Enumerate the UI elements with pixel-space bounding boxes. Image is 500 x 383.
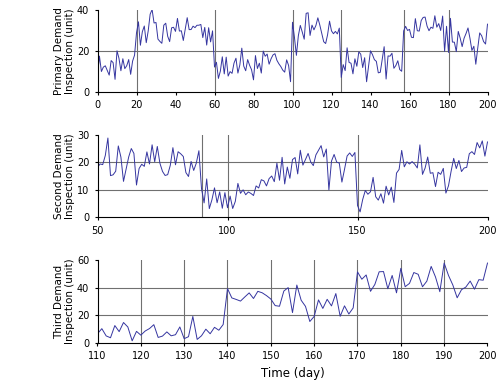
Y-axis label: Second Demand
Inspection (unit): Second Demand Inspection (unit) [54,133,76,219]
Y-axis label: Primary Demand
Inspection (unit): Primary Demand Inspection (unit) [54,7,76,95]
X-axis label: Time (day): Time (day) [260,367,324,380]
Y-axis label: Third Demand
Inspection (unit): Third Demand Inspection (unit) [54,259,76,344]
